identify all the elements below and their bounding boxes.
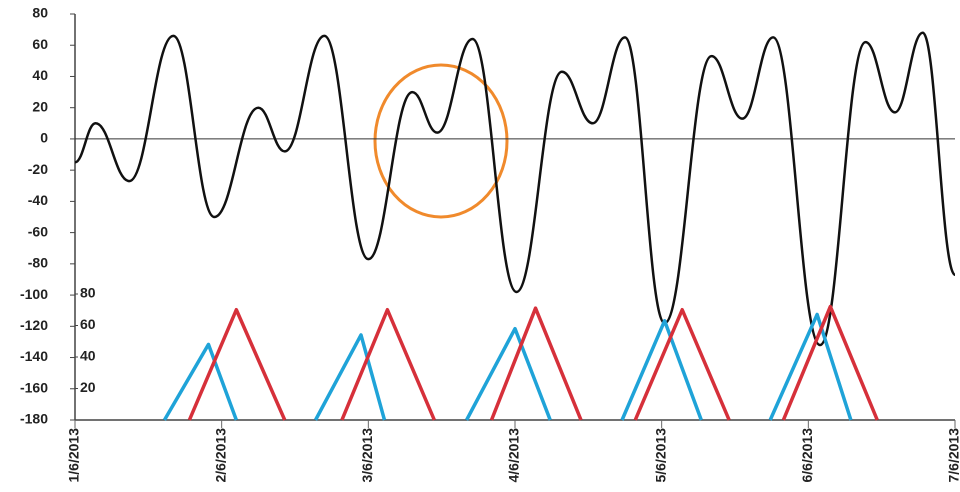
y-tick-label: 40 <box>32 67 48 83</box>
x-tick-label: 1/6/2013 <box>66 428 82 483</box>
y-tick-label: -120 <box>20 317 48 333</box>
data-line <box>162 312 853 421</box>
x-tick-label: 5/6/2013 <box>652 428 668 483</box>
highlight-circle <box>373 63 509 219</box>
x-tick-label: 4/6/2013 <box>506 428 522 483</box>
y2-tick-label: 60 <box>80 316 96 332</box>
y-tick-label: 20 <box>32 98 48 114</box>
x-tick-label: 2/6/2013 <box>212 428 228 483</box>
x-tick-label: 3/6/2013 <box>359 428 375 483</box>
y-tick-label: -140 <box>20 348 48 364</box>
y-tick-label: -60 <box>28 223 48 239</box>
y2-tick-label: 40 <box>80 348 96 364</box>
data-line <box>187 304 879 421</box>
y2-tick-label: 20 <box>80 379 96 395</box>
y-tick-label: -180 <box>20 411 48 427</box>
y-tick-label: -80 <box>28 255 48 271</box>
y-tick-label: -160 <box>20 379 48 395</box>
data-line <box>74 31 957 347</box>
y-tick-label: 60 <box>32 36 48 52</box>
y-tick-label: 80 <box>32 5 48 21</box>
x-tick-label: 6/6/2013 <box>799 428 815 483</box>
x-tick-label: 7/6/2013 <box>946 428 960 483</box>
y-tick-label: 0 <box>40 130 48 146</box>
y-tick-label: -20 <box>28 161 48 177</box>
y2-tick-label: 80 <box>80 285 96 301</box>
y-tick-label: -100 <box>20 286 48 302</box>
y-tick-label: -40 <box>28 192 48 208</box>
